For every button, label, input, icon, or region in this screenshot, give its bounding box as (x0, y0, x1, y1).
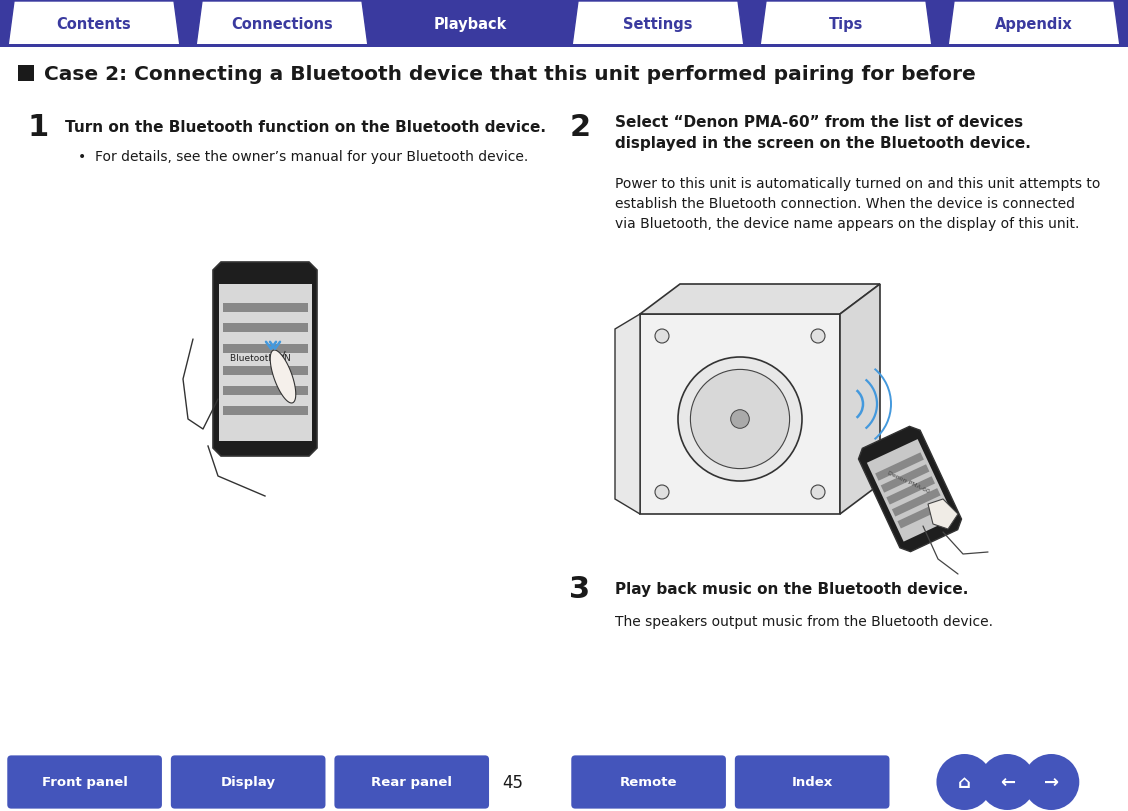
Text: Denon PMA-60: Denon PMA-60 (887, 470, 929, 493)
Polygon shape (887, 477, 935, 505)
Polygon shape (8, 2, 180, 47)
Text: Case 2: Connecting a Bluetooth device that this unit performed pairing for befor: Case 2: Connecting a Bluetooth device th… (44, 66, 976, 84)
Circle shape (678, 358, 802, 482)
Bar (223, 344, 308, 354)
Polygon shape (640, 285, 880, 315)
Text: Settings: Settings (624, 17, 693, 32)
Polygon shape (928, 500, 958, 530)
Text: Appendix: Appendix (995, 17, 1073, 32)
Circle shape (731, 410, 749, 429)
Bar (18, 66, 34, 82)
Polygon shape (640, 315, 840, 514)
Text: Turn on the Bluetooth function on the Bluetooth device.: Turn on the Bluetooth function on the Bl… (65, 119, 546, 135)
Text: Rear panel: Rear panel (371, 775, 452, 788)
Text: •  For details, see the owner’s manual for your Bluetooth device.: • For details, see the owner’s manual fo… (78, 150, 528, 164)
Bar (223, 387, 308, 396)
Circle shape (936, 754, 993, 810)
Text: Remote: Remote (620, 775, 677, 788)
Text: Bluetooth ON: Bluetooth ON (230, 354, 290, 363)
Polygon shape (948, 2, 1120, 47)
Circle shape (655, 486, 669, 500)
Circle shape (811, 486, 825, 500)
Polygon shape (840, 285, 880, 514)
FancyBboxPatch shape (170, 756, 326, 809)
Polygon shape (881, 465, 929, 493)
Text: Index: Index (792, 775, 832, 788)
Polygon shape (892, 488, 941, 517)
Text: 45: 45 (503, 773, 523, 791)
Circle shape (811, 329, 825, 344)
FancyBboxPatch shape (7, 756, 162, 809)
Text: Display: Display (221, 775, 275, 788)
Bar (223, 367, 308, 375)
Polygon shape (196, 2, 368, 47)
Bar (223, 324, 308, 333)
Polygon shape (615, 315, 640, 514)
Bar (223, 407, 308, 416)
Text: 3: 3 (570, 575, 591, 603)
Polygon shape (898, 500, 946, 529)
Text: →: → (1043, 773, 1059, 791)
Text: 2: 2 (570, 113, 591, 141)
Text: The speakers output music from the Bluetooth device.: The speakers output music from the Bluet… (615, 614, 993, 629)
Circle shape (979, 754, 1036, 810)
Text: Playback: Playback (433, 17, 506, 32)
Polygon shape (213, 263, 317, 457)
Text: ←: ← (999, 773, 1015, 791)
Polygon shape (384, 2, 556, 47)
Bar (219, 285, 312, 441)
Polygon shape (760, 2, 932, 47)
Polygon shape (572, 2, 744, 47)
Text: ⌂: ⌂ (958, 773, 971, 791)
Text: Select “Denon PMA-60” from the list of devices
displayed in the screen on the Bl: Select “Denon PMA-60” from the list of d… (615, 115, 1031, 151)
Text: Front panel: Front panel (42, 775, 127, 788)
Text: 1: 1 (27, 113, 49, 141)
Circle shape (1023, 754, 1079, 810)
Circle shape (655, 329, 669, 344)
Bar (223, 303, 308, 312)
Polygon shape (271, 350, 296, 404)
Bar (0, 0, 1128, 47)
Polygon shape (858, 427, 961, 552)
Circle shape (690, 370, 790, 469)
Text: Power to this unit is automatically turned on and this unit attempts to
establis: Power to this unit is automatically turn… (615, 177, 1101, 231)
Polygon shape (875, 453, 924, 481)
Bar (0, 753, 1128, 811)
Text: Connections: Connections (231, 17, 333, 32)
Bar (0, 45, 1128, 48)
Text: Play back music on the Bluetooth device.: Play back music on the Bluetooth device. (615, 581, 968, 597)
Polygon shape (867, 440, 954, 542)
Text: Tips: Tips (829, 17, 863, 32)
Text: Contents: Contents (56, 17, 131, 32)
FancyBboxPatch shape (571, 756, 726, 809)
FancyBboxPatch shape (734, 756, 890, 809)
FancyBboxPatch shape (334, 756, 490, 809)
